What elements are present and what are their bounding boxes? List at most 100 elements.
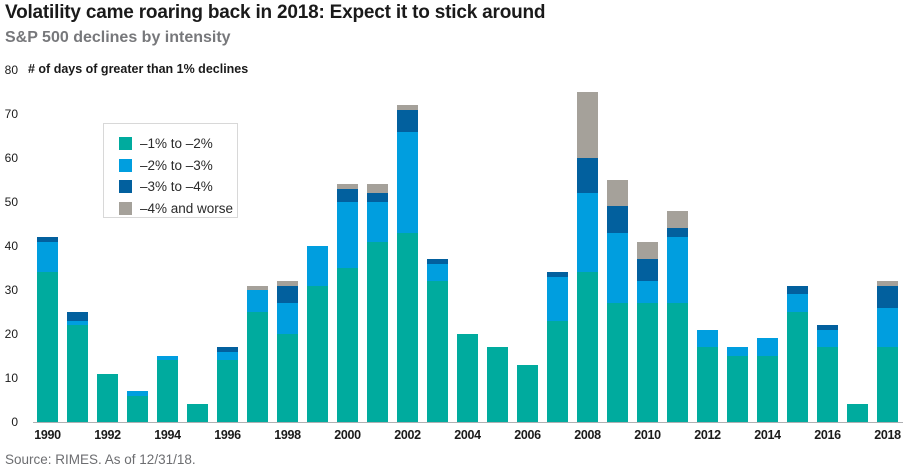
bar-segment-2000-dark_blue: [337, 188, 358, 202]
bar-segment-2009-gray: [607, 180, 628, 207]
y-tick-label-60: 60: [4, 151, 18, 165]
bar-1994: [157, 356, 178, 422]
y-tick-label-40: 40: [4, 239, 18, 253]
bar-segment-2003-light_blue: [427, 263, 448, 282]
x-tick-label-2000: 2000: [334, 428, 361, 442]
bar-segment-2000-gray: [337, 184, 358, 189]
bar-1993: [127, 391, 148, 422]
bar-segment-2016-dark_blue: [817, 325, 838, 330]
bar-2003: [427, 259, 448, 422]
bar-segment-1993-teal: [127, 395, 148, 422]
x-tick-label-1990: 1990: [34, 428, 61, 442]
bar-segment-2009-light_blue: [607, 232, 628, 304]
bar-segment-2009-teal: [607, 303, 628, 422]
legend-item-light_blue: –2% to –3%: [119, 158, 237, 173]
x-tick-label-2010: 2010: [634, 428, 661, 442]
bar-segment-2002-dark_blue: [397, 109, 418, 132]
bar-segment-2010-teal: [637, 303, 658, 422]
bar-segment-1992-teal: [97, 373, 118, 422]
bar-segment-1994-light_blue: [157, 356, 178, 361]
bar-2011: [667, 210, 688, 422]
bar-segment-2009-dark_blue: [607, 206, 628, 233]
bar-segment-1997-gray: [247, 285, 268, 290]
bar-segment-1996-dark_blue: [217, 347, 238, 352]
legend-swatch-icon: [119, 201, 132, 215]
x-tick-label-2016: 2016: [814, 428, 841, 442]
bar-segment-2000-teal: [337, 268, 358, 422]
x-tick-label-1996: 1996: [214, 428, 241, 442]
legend-label: –3% to –4%: [140, 179, 213, 194]
bar-segment-2005-teal: [487, 347, 508, 422]
x-tick-label-2002: 2002: [394, 428, 421, 442]
legend-item-dark_blue: –3% to –4%: [119, 179, 237, 194]
chart-title: Volatility came roaring back in 2018: Ex…: [5, 2, 546, 23]
bar-segment-1998-light_blue: [277, 303, 298, 334]
bar-segment-2018-teal: [877, 347, 898, 422]
x-tick-label-2008: 2008: [574, 428, 601, 442]
bar-segment-2017-teal: [847, 404, 868, 422]
bar-1998: [277, 281, 298, 422]
bar-segment-2015-light_blue: [787, 294, 808, 312]
y-tick-label-80: 80: [4, 63, 18, 77]
legend-swatch-icon: [119, 158, 132, 172]
y-tick-label-0: 0: [11, 415, 18, 429]
bar-2009: [607, 180, 628, 422]
bar-segment-2011-dark_blue: [667, 228, 688, 238]
y-tick-label-10: 10: [4, 371, 18, 385]
bar-segment-2008-teal: [577, 272, 598, 422]
bar-segment-2013-teal: [727, 356, 748, 422]
bar-segment-2004-teal: [457, 334, 478, 422]
bar-1990: [37, 237, 58, 422]
bar-2013: [727, 347, 748, 422]
bar-2006: [517, 364, 538, 422]
bar-segment-1990-teal: [37, 272, 58, 422]
bar-segment-2016-teal: [817, 347, 838, 422]
bar-segment-1990-light_blue: [37, 241, 58, 273]
x-tick-label-2014: 2014: [754, 428, 781, 442]
bar-segment-1996-teal: [217, 360, 238, 422]
bar-segment-1997-teal: [247, 312, 268, 422]
bar-segment-2016-light_blue: [817, 329, 838, 348]
x-tick-label-2012: 2012: [694, 428, 721, 442]
bar-segment-2010-light_blue: [637, 281, 658, 304]
legend-label: –1% to –2%: [140, 136, 213, 151]
x-tick-label-2006: 2006: [514, 428, 541, 442]
legend-item-teal: –1% to –2%: [119, 136, 237, 151]
bar-segment-2015-dark_blue: [787, 285, 808, 295]
bar-segment-2001-dark_blue: [367, 193, 388, 203]
bar-1995: [187, 404, 208, 422]
plot-area: [37, 70, 898, 422]
bar-segment-2007-light_blue: [547, 276, 568, 321]
bar-segment-1995-teal: [187, 404, 208, 422]
bar-2015: [787, 285, 808, 422]
bar-segment-1994-teal: [157, 360, 178, 422]
bar-segment-2014-teal: [757, 356, 778, 422]
bar-1992: [97, 373, 118, 422]
x-tick-label-1994: 1994: [154, 428, 181, 442]
legend: –1% to –2% –2% to –3% –3% to –4% –4% and wo…: [103, 123, 238, 218]
bar-segment-2012-light_blue: [697, 329, 718, 348]
legend-swatch-icon: [119, 137, 132, 150]
source-note: Source: RIMES. As of 12/31/18.: [5, 452, 196, 467]
bar-segment-1991-light_blue: [67, 320, 88, 326]
bar-2002: [397, 105, 418, 422]
bar-2010: [637, 241, 658, 422]
legend-swatch-icon: [119, 180, 132, 193]
bar-segment-1993-light_blue: [127, 391, 148, 396]
y-axis-unit-label: # of days of greater than 1% declines: [28, 62, 249, 76]
bar-segment-2008-light_blue: [577, 193, 598, 273]
y-tick-label-50: 50: [4, 195, 18, 209]
legend-item-gray: –4% and worse: [119, 201, 237, 216]
bar-segment-2002-light_blue: [397, 131, 418, 233]
bar-1996: [217, 347, 238, 422]
x-tick-label-1992: 1992: [94, 428, 121, 442]
bar-segment-2018-dark_blue: [877, 285, 898, 308]
y-tick-label-30: 30: [4, 283, 18, 297]
bar-2014: [757, 338, 778, 422]
legend-label: –4% and worse: [140, 200, 234, 216]
bar-2001: [367, 184, 388, 422]
bar-segment-2012-teal: [697, 347, 718, 422]
bar-segment-1998-dark_blue: [277, 285, 298, 304]
bar-2016: [817, 325, 838, 422]
bar-2004: [457, 334, 478, 422]
